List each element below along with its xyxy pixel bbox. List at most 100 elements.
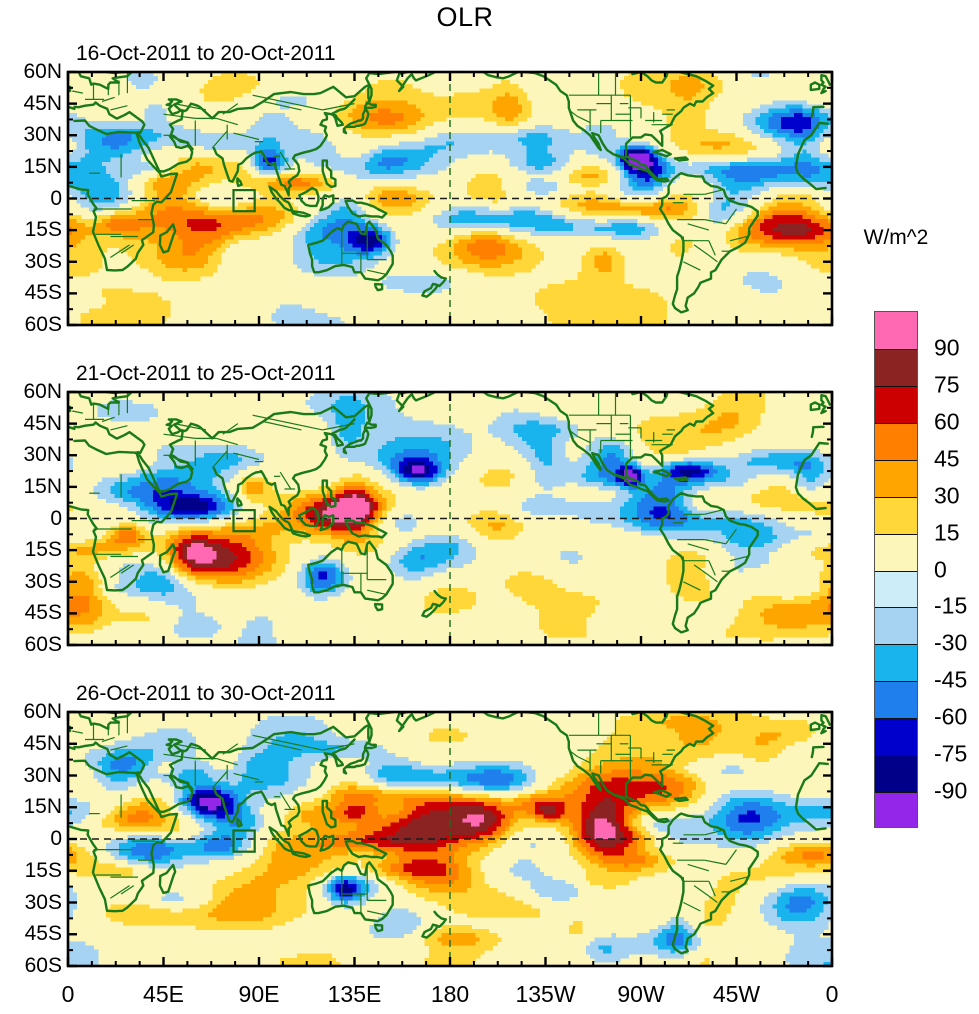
coastline xyxy=(809,401,821,412)
study-region-box xyxy=(232,509,256,533)
coastline xyxy=(421,589,447,618)
y-axis-label-0: 0 xyxy=(50,186,62,210)
coastline xyxy=(421,269,447,298)
coastline xyxy=(809,81,821,92)
admin-border xyxy=(279,471,292,490)
y-axis-label-30S: 30S xyxy=(24,890,62,914)
coastline xyxy=(481,392,715,503)
panel-title-2: 21-Oct-2011 to 25-Oct-2011 xyxy=(76,362,336,385)
admin-border xyxy=(110,244,130,259)
coastline xyxy=(158,223,177,254)
y-axis-label-45N: 45N xyxy=(23,731,62,755)
admin-border xyxy=(725,528,737,545)
coastline xyxy=(344,839,388,860)
y-axis-label-60S: 60S xyxy=(24,633,62,656)
admin-border xyxy=(708,895,718,903)
y-axis-label-30N: 30N xyxy=(23,443,62,467)
coastline xyxy=(236,497,243,508)
admin-border xyxy=(683,901,701,912)
y-axis-label-45N: 45N xyxy=(23,411,62,435)
y-axis-label-30N: 30N xyxy=(23,763,62,787)
study-region-box xyxy=(232,829,256,853)
colorbar-tick-90: 90 xyxy=(934,334,960,361)
y-axis-label-30S: 30S xyxy=(24,569,62,593)
coastline xyxy=(421,910,447,939)
colorbar-tick-45: 45 xyxy=(934,445,960,472)
coastline xyxy=(373,923,384,933)
coastline xyxy=(658,492,759,634)
panel-1 xyxy=(66,70,834,327)
admin-border xyxy=(577,755,591,764)
colorbar-tick-15: 15 xyxy=(934,519,960,546)
coastline xyxy=(652,789,672,798)
panel-field-3 xyxy=(68,712,832,966)
y-axis-label-60S: 60S xyxy=(24,313,62,336)
study-region-box xyxy=(232,189,256,213)
admin-border xyxy=(211,130,228,149)
colorbar-band-7 xyxy=(875,570,917,609)
coastline xyxy=(321,159,337,189)
coastline xyxy=(319,194,335,212)
admin-border xyxy=(687,223,710,231)
admin-border xyxy=(725,208,737,225)
coastline xyxy=(342,101,377,135)
colorbar-band-10 xyxy=(875,681,917,719)
admin-border xyxy=(708,574,718,583)
admin-border xyxy=(163,113,196,119)
figure-title: OLR xyxy=(436,2,494,32)
admin-border xyxy=(252,734,323,751)
colorbar-tick-30: 30 xyxy=(934,482,960,509)
admin-border xyxy=(163,433,196,439)
admin-border xyxy=(120,244,135,254)
admin-border xyxy=(72,730,84,734)
coastline xyxy=(367,403,373,423)
x-axis-label-3: 135E xyxy=(327,981,382,1007)
admin-border xyxy=(279,151,292,170)
colorbar-band-9 xyxy=(875,644,917,682)
admin-border xyxy=(120,885,135,895)
coastline xyxy=(290,210,312,218)
coastline xyxy=(373,282,384,292)
colorbar-band-11 xyxy=(875,718,917,756)
colorbar-box[interactable] xyxy=(874,311,918,828)
admin-border xyxy=(163,753,196,760)
admin-border xyxy=(729,235,748,242)
panel-title-3: 26-Oct-2011 to 30-Oct-2011 xyxy=(76,682,336,705)
admin-border xyxy=(263,420,302,431)
x-axis-label-1: 45E xyxy=(143,981,184,1007)
colorbar-band-4 xyxy=(875,459,917,498)
coastline xyxy=(212,418,356,517)
colorbar-tick--90: -90 xyxy=(934,777,968,804)
y-axis-label-60N: 60N xyxy=(23,700,62,723)
colorbar-band-2 xyxy=(875,385,917,424)
colorbar-band-12 xyxy=(875,755,917,793)
coastline xyxy=(290,529,312,538)
coastline xyxy=(809,721,821,732)
panel-3 xyxy=(66,710,834,968)
coastline xyxy=(658,812,759,955)
admin-border xyxy=(263,100,302,111)
admin-border xyxy=(110,564,130,579)
admin-border xyxy=(252,94,323,111)
admin-border xyxy=(577,115,591,124)
admin-border xyxy=(216,758,238,766)
x-axis-label-0: 0 xyxy=(61,981,75,1007)
admin-border xyxy=(120,564,135,574)
admin-border xyxy=(683,581,701,591)
colorbar-band-3 xyxy=(875,422,917,461)
coastline xyxy=(342,741,377,775)
coastline xyxy=(290,850,312,859)
admin-border xyxy=(233,452,260,461)
y-axis-label-30N: 30N xyxy=(23,123,62,147)
coastline xyxy=(68,72,825,173)
coastline xyxy=(158,543,177,574)
y-axis-label-15N: 15N xyxy=(23,154,62,178)
panel-field-1 xyxy=(68,72,832,325)
admin-border xyxy=(233,772,260,781)
admin-border xyxy=(72,90,84,94)
panel-2 xyxy=(66,390,834,647)
admin-border xyxy=(110,745,128,751)
